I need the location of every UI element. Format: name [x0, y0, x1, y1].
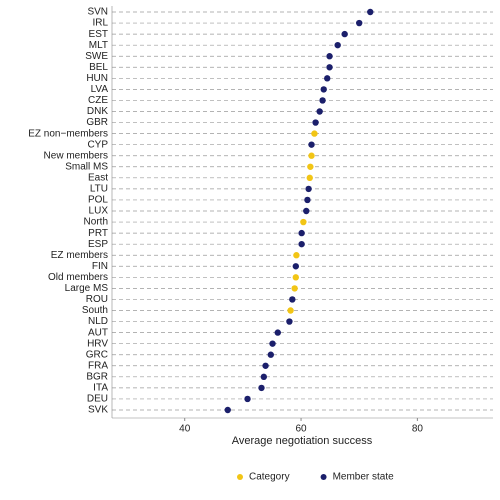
dot: [304, 196, 311, 204]
dot: [311, 130, 318, 137]
y-tick-label: Old members: [48, 272, 108, 283]
dot: [300, 218, 307, 226]
x-tick-label: 40: [179, 424, 191, 435]
dot: [307, 163, 314, 170]
y-tick-label: GRC: [86, 349, 108, 360]
dot: [303, 207, 310, 215]
x-axis-title: Average negotiation success: [232, 435, 373, 447]
dot: [224, 406, 231, 414]
dot: [319, 97, 326, 104]
dot: [258, 384, 265, 392]
dot: [260, 373, 268, 381]
x-tick-label: 80: [412, 424, 424, 435]
y-tick-label: FIN: [92, 261, 108, 272]
y-tick-label: FRA: [88, 360, 108, 371]
dot: [287, 307, 294, 314]
y-tick-label: SVN: [87, 7, 108, 18]
dot: [356, 19, 363, 27]
dot: [298, 229, 305, 237]
y-tick-label: DEU: [87, 394, 108, 405]
y-tick-label: DNK: [87, 106, 108, 117]
dot: [291, 285, 298, 292]
dot: [262, 362, 269, 369]
dot: [308, 141, 315, 148]
dot: [267, 351, 274, 358]
y-tick-label: LUX: [89, 206, 109, 217]
dot: [306, 174, 313, 182]
y-tick-label: EZ non−members: [28, 128, 108, 139]
dot: [341, 30, 348, 38]
dot: [334, 41, 341, 49]
legend-marker: [237, 474, 243, 480]
y-tick-label: HRV: [87, 338, 108, 349]
y-tick-label: ESP: [88, 239, 108, 250]
y-tick-label: EZ members: [51, 250, 108, 261]
y-tick-label: PRT: [88, 228, 108, 239]
y-tick-label: HUN: [86, 73, 108, 84]
y-tick-label: GBR: [86, 117, 108, 128]
dot: [324, 75, 331, 82]
dot: [320, 86, 327, 93]
legend-label: Category: [249, 472, 290, 483]
y-tick-label: BEL: [89, 62, 108, 73]
legend-marker: [320, 474, 327, 480]
dot: [316, 108, 323, 115]
y-tick-label: LTU: [90, 184, 108, 195]
legend-label: Member state: [333, 472, 395, 483]
y-tick-label: East: [88, 172, 108, 183]
y-tick-label: South: [82, 305, 108, 316]
y-tick-label: North: [84, 217, 108, 228]
y-tick-label: BGR: [86, 371, 108, 382]
y-tick-label: IRL: [92, 18, 108, 29]
y-tick-label: ITA: [93, 383, 108, 394]
dot: [292, 263, 300, 270]
dot: [305, 185, 312, 193]
x-tick-label: 60: [295, 424, 307, 435]
dot: [326, 53, 333, 60]
dot: [326, 64, 333, 71]
dot: [274, 329, 281, 336]
dot: [289, 296, 296, 303]
y-tick-label: CYP: [87, 139, 108, 150]
y-tick-label: Large MS: [65, 283, 109, 294]
dot: [244, 395, 251, 403]
y-tick-label: CZE: [88, 95, 108, 106]
dot: [286, 318, 293, 325]
y-tick-label: NLD: [88, 316, 108, 327]
dot: [367, 8, 374, 16]
y-tick-label: EST: [89, 29, 108, 40]
y-tick-label: ROU: [86, 294, 108, 305]
y-tick-label: POL: [88, 195, 108, 206]
dot: [269, 340, 276, 347]
y-tick-label: Small MS: [65, 161, 108, 172]
y-tick-label: AUT: [88, 327, 108, 338]
dot: [292, 274, 300, 281]
dot: [312, 119, 319, 126]
y-tick-label: LVA: [91, 84, 109, 95]
y-tick-label: SWE: [85, 51, 108, 62]
y-tick-label: MLT: [89, 40, 108, 51]
y-tick-label: SVK: [88, 405, 108, 416]
dot: [298, 240, 305, 248]
dot: [308, 152, 315, 159]
y-tick-label: New members: [44, 150, 108, 161]
dot: [293, 252, 300, 259]
